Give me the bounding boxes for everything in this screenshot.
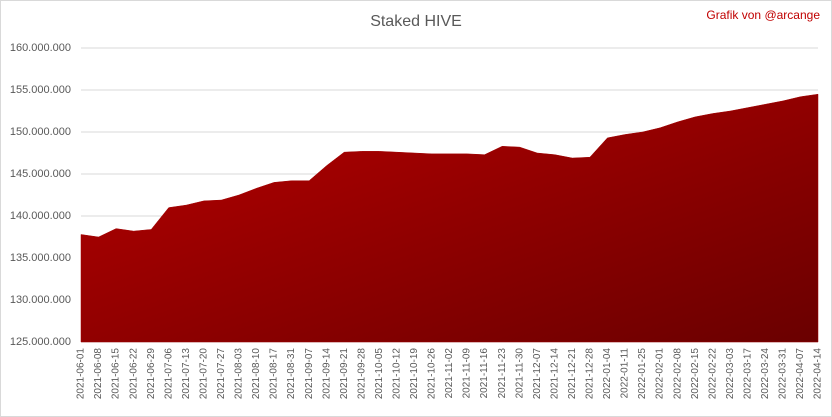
- x-tick-label: 2021-07-20: [198, 348, 209, 400]
- y-tick-label: 130.000.000: [10, 294, 71, 306]
- x-tick-label: 2021-07-06: [163, 348, 174, 400]
- x-tick-label: 2022-03-24: [760, 348, 771, 400]
- annotation: Grafik von @arcange: [706, 8, 820, 22]
- x-tick-label: 2021-09-28: [356, 348, 367, 400]
- x-tick-label: 2021-12-14: [549, 348, 560, 400]
- y-tick-label: 155.000.000: [10, 84, 71, 96]
- x-tick-label: 2021-10-05: [374, 348, 385, 400]
- x-tick-label: 2022-03-03: [725, 348, 736, 400]
- y-tick-label: 150.000.000: [10, 126, 71, 138]
- y-tick-label: 145.000.000: [10, 168, 71, 180]
- x-tick-label: 2021-11-02: [444, 348, 455, 399]
- x-tick-label: 2022-02-08: [672, 348, 683, 400]
- x-tick-label: 2021-08-31: [286, 348, 297, 400]
- x-tick-label: 2021-10-12: [391, 348, 402, 400]
- x-tick-label: 2021-08-17: [269, 348, 280, 400]
- x-tick-label: 2021-12-21: [567, 348, 578, 400]
- y-tick-label: 135.000.000: [10, 252, 71, 264]
- x-tick-label: 2021-12-28: [585, 348, 596, 400]
- y-tick-label: 140.000.000: [10, 210, 71, 222]
- x-tick-label: 2022-02-01: [655, 348, 666, 400]
- x-tick-label: 2021-08-10: [251, 348, 262, 400]
- x-tick-label: 2022-01-04: [602, 348, 613, 400]
- x-tick-label: 2021-11-30: [514, 348, 525, 399]
- x-tick-label: 2022-04-14: [813, 348, 824, 400]
- x-tick-label: 2021-06-08: [93, 348, 104, 400]
- x-tick-label: 2022-03-31: [778, 348, 789, 400]
- x-tick-label: 2021-06-22: [128, 348, 139, 400]
- x-tick-label: 2022-01-25: [637, 348, 648, 400]
- chart-title: Staked HIVE: [370, 13, 462, 30]
- y-tick-label: 160.000.000: [10, 42, 71, 54]
- x-tick-label: 2021-11-23: [497, 348, 508, 399]
- y-tick-label: 125.000.000: [10, 336, 71, 348]
- x-tick-label: 2021-06-29: [146, 348, 157, 400]
- x-tick-label: 2021-06-15: [111, 348, 122, 400]
- x-tick-label: 2022-01-11: [620, 348, 631, 399]
- x-tick-label: 2021-11-09: [462, 348, 473, 399]
- x-tick-label: 2021-09-07: [304, 348, 315, 400]
- x-tick-label: 2021-12-07: [532, 348, 543, 400]
- x-tick-label: 2021-08-03: [234, 348, 245, 400]
- x-tick-label: 2022-02-15: [690, 348, 701, 400]
- x-tick-label: 2021-07-13: [181, 348, 192, 400]
- x-tick-label: 2021-11-16: [479, 348, 490, 399]
- x-tick-label: 2022-03-17: [742, 348, 753, 400]
- x-tick-label: 2022-04-07: [795, 348, 806, 400]
- x-tick-label: 2021-09-21: [339, 348, 350, 400]
- x-tick-label: 2022-02-22: [707, 348, 718, 400]
- area: [80, 93, 819, 343]
- x-tick-label: 2021-07-27: [216, 348, 227, 400]
- x-tick-label: 2021-10-19: [409, 348, 420, 400]
- x-tick-label: 2021-09-14: [321, 348, 332, 400]
- x-tick-label: 2021-10-26: [427, 348, 438, 400]
- x-tick-label: 2021-06-01: [76, 348, 87, 400]
